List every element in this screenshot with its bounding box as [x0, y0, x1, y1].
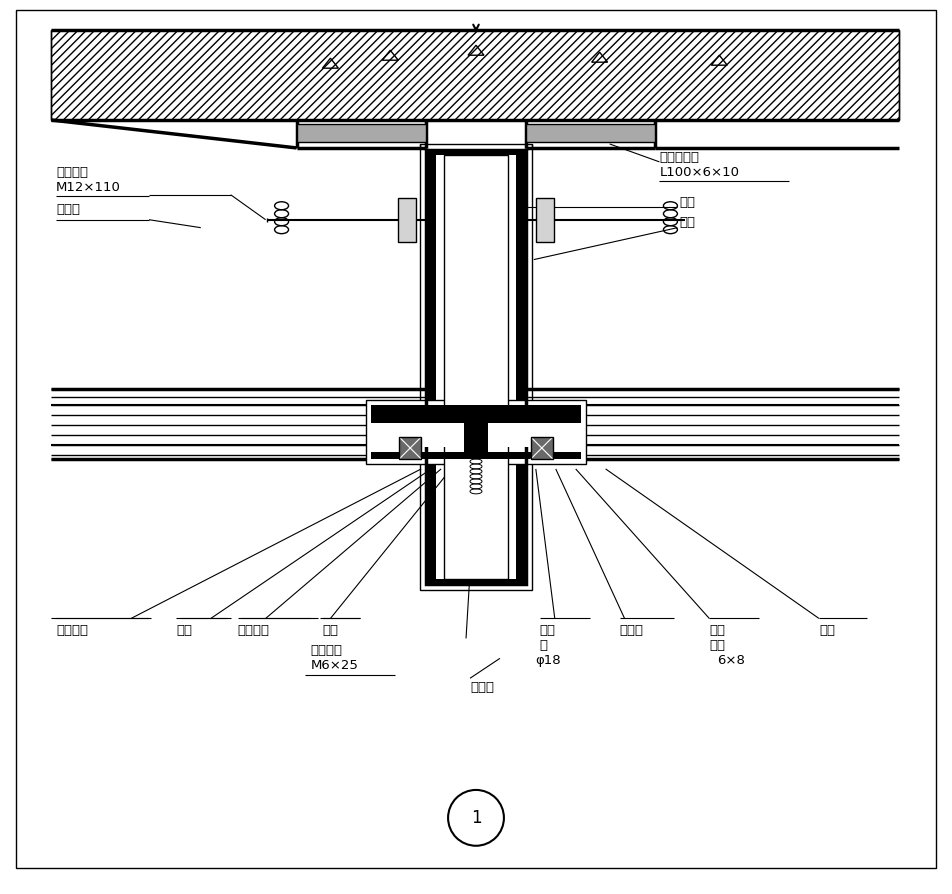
Text: 结构胶: 结构胶: [620, 624, 644, 637]
Bar: [367, 401, 585, 464]
Text: L100×6×10: L100×6×10: [660, 165, 740, 179]
Bar: [371, 424, 464, 448]
Bar: [464, 406, 488, 452]
Text: 双面: 双面: [709, 624, 725, 637]
Bar: [516, 151, 526, 584]
Bar: [371, 406, 581, 424]
Text: 中空玻璃: 中空玻璃: [56, 624, 89, 637]
Text: φ18: φ18: [535, 654, 561, 667]
Bar: [296, 125, 426, 143]
Bar: [399, 437, 421, 460]
Bar: [51, 31, 899, 121]
Bar: [488, 424, 581, 448]
Bar: [426, 151, 436, 584]
Text: 圆头螺钉: 圆头螺钉: [310, 644, 343, 657]
Bar: [371, 452, 581, 460]
Text: 泡沫: 泡沫: [540, 624, 556, 637]
Bar: [444, 156, 508, 579]
Bar: [399, 437, 421, 460]
Bar: [531, 437, 553, 460]
Text: 立柱钢角码: 立柱钢角码: [660, 151, 700, 164]
Bar: [526, 125, 656, 143]
Text: 立柱: 立柱: [680, 215, 695, 229]
Bar: [526, 125, 656, 143]
Bar: [444, 156, 508, 579]
Text: 条: 条: [540, 638, 547, 652]
Bar: [296, 125, 426, 143]
Text: 1: 1: [470, 808, 482, 826]
Text: 玻璃副框: 玻璃副框: [238, 624, 269, 637]
Text: 绝缘片: 绝缘片: [56, 203, 80, 215]
Text: M12×110: M12×110: [56, 181, 121, 194]
Text: 胶垫: 胶垫: [819, 624, 835, 637]
Text: 胶贴: 胶贴: [709, 638, 725, 652]
Text: M6×25: M6×25: [310, 659, 358, 671]
Bar: [536, 198, 554, 242]
Bar: [426, 151, 526, 584]
Bar: [420, 145, 532, 590]
Bar: [426, 579, 526, 584]
Bar: [531, 437, 553, 460]
Bar: [398, 198, 416, 242]
Bar: [536, 198, 554, 242]
Text: 横梁: 横梁: [176, 624, 192, 637]
Text: 压板: 压板: [323, 624, 339, 637]
Text: 镀锌螺栓: 镀锌螺栓: [56, 165, 89, 179]
Text: 筒芯: 筒芯: [680, 196, 695, 208]
Bar: [398, 198, 416, 242]
Text: 6×8: 6×8: [717, 654, 745, 667]
Text: 耐候胶: 耐候胶: [470, 680, 494, 694]
Bar: [426, 151, 526, 156]
